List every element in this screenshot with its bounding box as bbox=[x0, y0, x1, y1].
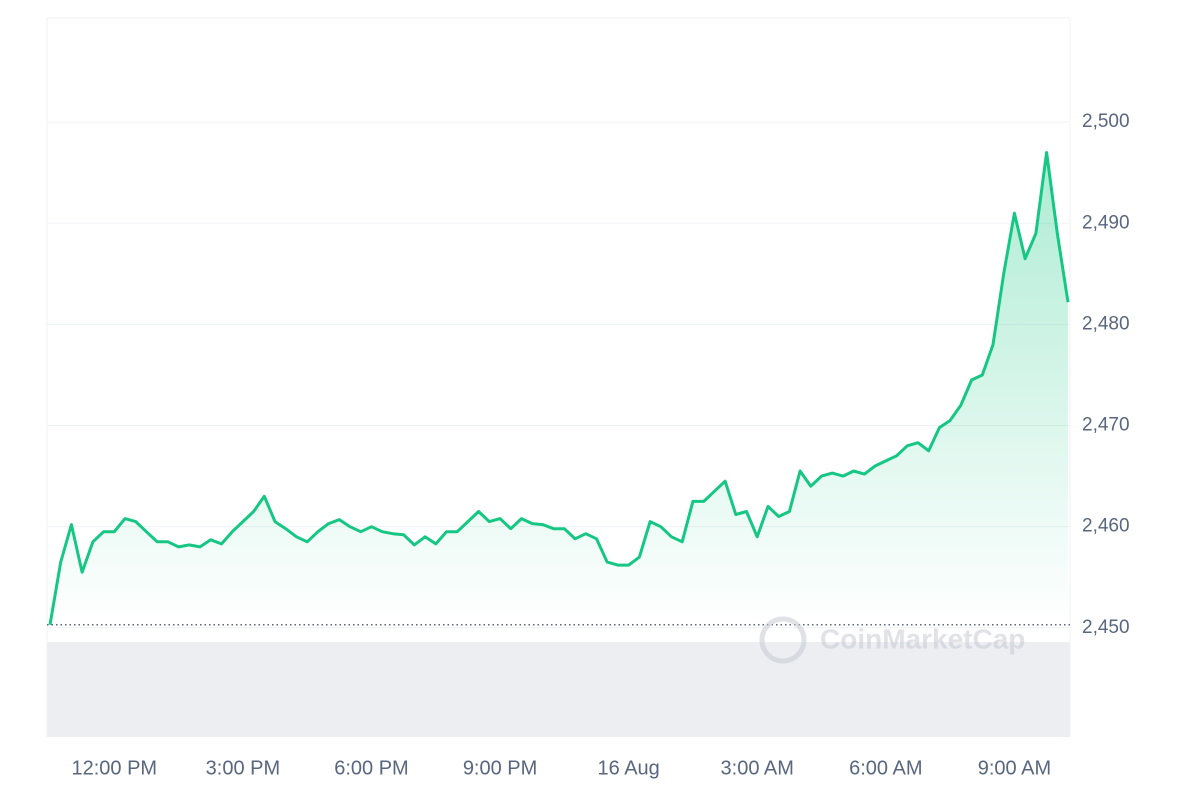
y-tick-label: 2,500 bbox=[1082, 111, 1130, 132]
x-tick-label: 6:00 PM bbox=[334, 757, 408, 779]
watermark: CoinMarketCap bbox=[759, 616, 1025, 664]
watermark-text: CoinMarketCap bbox=[820, 623, 1025, 654]
y-tick-label: 2,470 bbox=[1082, 415, 1130, 436]
x-tick-label: 9:00 PM bbox=[463, 757, 537, 779]
x-tick-label: 3:00 PM bbox=[206, 757, 280, 779]
y-tick-label: 2,450 bbox=[1082, 617, 1130, 638]
y-tick-label: 2,460 bbox=[1082, 516, 1130, 537]
x-tick-label: 16 Aug bbox=[598, 757, 660, 779]
price-line bbox=[48, 151, 1070, 626]
x-tick-label: 9:00 AM bbox=[978, 757, 1051, 779]
x-tick-label: 12:00 PM bbox=[71, 757, 157, 779]
volume-band bbox=[47, 642, 1070, 737]
x-tick-label: 3:00 AM bbox=[721, 757, 794, 779]
y-tick-label: 2,490 bbox=[1082, 212, 1130, 233]
price-area bbox=[50, 152, 1068, 625]
x-tick-label: 6:00 AM bbox=[849, 757, 922, 779]
plot: 2,450 2,460 2,470 2,480 2,490 2,500 12:00 PM 3:… bbox=[47, 111, 1130, 779]
y-tick-label: 2,480 bbox=[1082, 313, 1130, 334]
